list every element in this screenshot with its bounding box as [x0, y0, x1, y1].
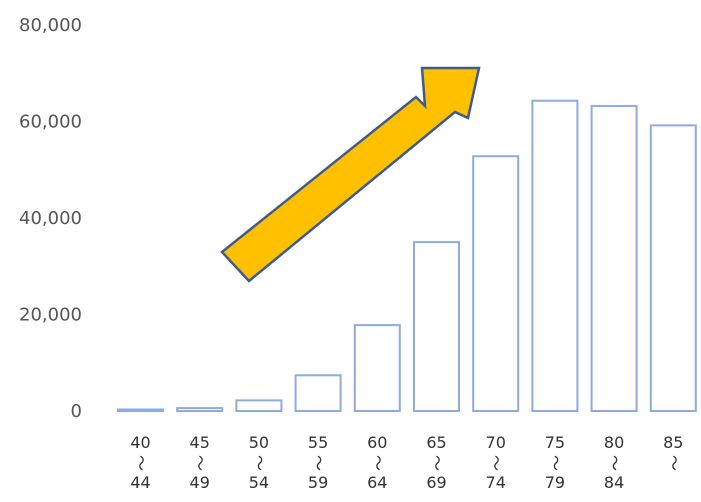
x-tick-line: ～ — [605, 455, 624, 471]
x-tick-line: 55 — [308, 433, 328, 452]
y-tick-label: 80,000 — [19, 15, 82, 36]
x-tick-label: 85 ～ — [663, 433, 683, 471]
x-tick-label: 80 ～ 84 — [604, 433, 624, 492]
x-tick-line: 50 — [249, 433, 269, 452]
x-tick-line: 84 — [604, 473, 624, 492]
x-tick-label: 45 ～ 49 — [190, 433, 210, 492]
bar — [413, 241, 460, 412]
x-tick-label: 40 ～ 44 — [130, 433, 150, 492]
x-tick-line: ～ — [546, 455, 565, 471]
x-tick-line: 59 — [308, 473, 328, 492]
x-tick-label: 75 ～ 79 — [545, 433, 565, 492]
x-tick-line: 40 — [130, 433, 150, 452]
bar — [176, 407, 224, 413]
x-tick-line: 75 — [545, 433, 565, 452]
x-tick-line: 65 — [426, 433, 446, 452]
x-tick-line: 69 — [426, 473, 446, 492]
y-axis-ticks: 0 20,000 40,000 60,000 80,000 — [19, 15, 82, 422]
bar — [117, 408, 164, 412]
x-tick-label: 70 ～ 74 — [486, 433, 506, 492]
bar — [472, 155, 520, 412]
y-tick-label: 20,000 — [19, 305, 82, 326]
x-tick-line: 85 — [663, 433, 683, 452]
x-tick-line: 79 — [545, 473, 565, 492]
bar — [531, 99, 579, 412]
trend-arrow-icon — [220, 66, 481, 283]
x-tick-label: 50 ～ 54 — [249, 433, 269, 492]
x-tick-line: 44 — [130, 473, 150, 492]
bars — [117, 99, 697, 413]
y-tick-label: 40,000 — [19, 208, 82, 229]
x-axis-ticks: 40 ～ 44 45 ～ 49 50 ～ 54 55 ～ 59 60 ～ 64 65 ～ 69 70 ～ 74 75 ～ 79… — [130, 433, 683, 492]
x-tick-line: ～ — [664, 455, 683, 471]
x-tick-line: 45 — [190, 433, 210, 452]
bar — [294, 374, 342, 413]
bar — [353, 324, 401, 412]
bar — [649, 124, 697, 413]
x-tick-label: 65 ～ 69 — [426, 433, 446, 492]
x-tick-line: ～ — [132, 455, 151, 471]
x-tick-line: ～ — [191, 455, 210, 471]
x-tick-line: ～ — [428, 455, 447, 471]
x-tick-line: 70 — [486, 433, 506, 452]
x-tick-line: 80 — [604, 433, 624, 452]
y-tick-label: 60,000 — [19, 112, 82, 133]
x-tick-line: 64 — [367, 473, 387, 492]
x-tick-line: 60 — [367, 433, 387, 452]
x-tick-label: 55 ～ 59 — [308, 433, 328, 492]
bar — [235, 399, 283, 413]
bar — [590, 105, 638, 412]
y-tick-label: 0 — [71, 401, 82, 422]
x-tick-line: ～ — [309, 455, 328, 471]
x-tick-label: 60 ～ 64 — [367, 433, 387, 492]
x-tick-line: ～ — [250, 455, 269, 471]
x-tick-line: ～ — [368, 455, 387, 471]
x-tick-line: 54 — [249, 473, 269, 492]
x-tick-line: 49 — [190, 473, 210, 492]
x-tick-line: 74 — [486, 473, 506, 492]
x-tick-line: ～ — [487, 455, 506, 471]
